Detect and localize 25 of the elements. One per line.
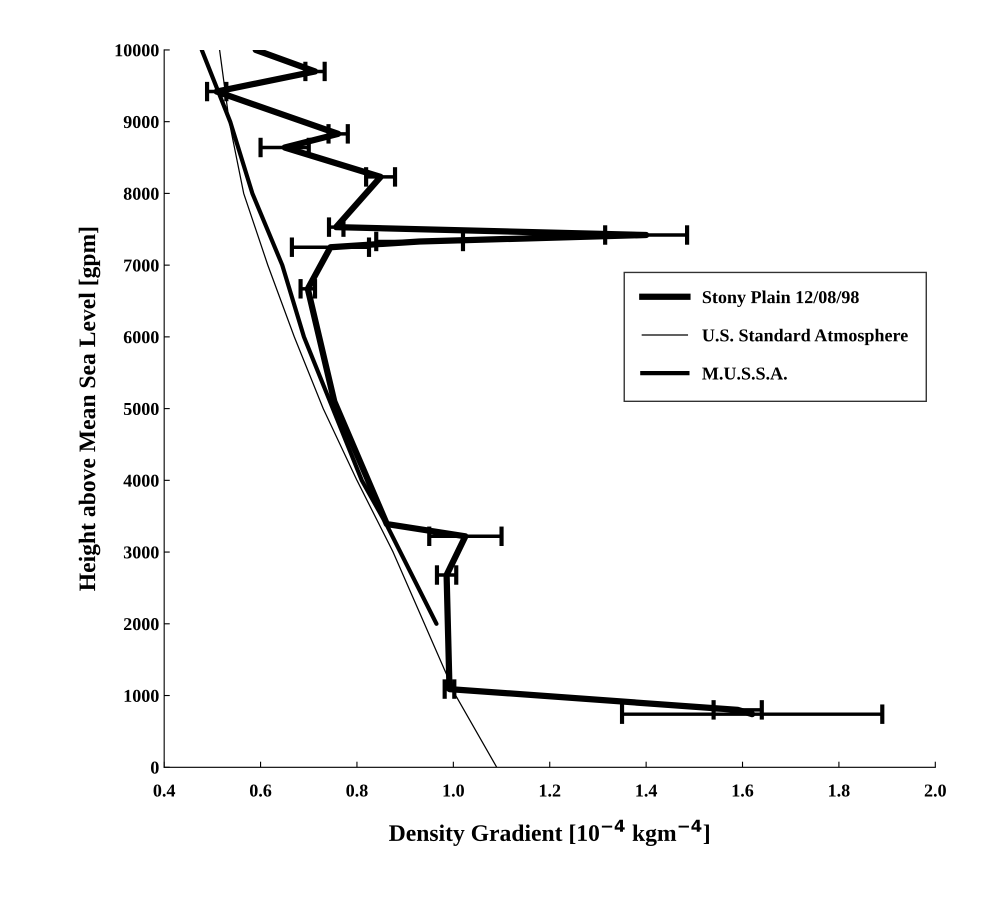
x-tick-label: 0.8	[346, 784, 368, 797]
y-tick-label: 4000	[123, 474, 159, 487]
x-tick-label: 0.6	[250, 784, 272, 797]
x-tick-label: 1.4	[636, 784, 658, 797]
y-tick-label: 9000	[124, 116, 159, 128]
legend-label: M.U.S.S.A.	[702, 367, 787, 380]
x-tick-label: 0.4	[154, 784, 176, 797]
x-tick-label: 1.6	[732, 784, 754, 797]
y-tick-label: 10000	[116, 44, 159, 56]
y-tick-label: 5000	[124, 402, 159, 416]
x-tick-label: 1.8	[829, 784, 850, 797]
legend-label: U.S. Standard Atmosphere	[702, 328, 908, 346]
x-axis-title: Density Gradient [10$^{−4}$ kgm$^{−4}$]	[389, 820, 709, 846]
x-tick-label: 2.0	[924, 784, 946, 797]
y-tick-label: 1000	[124, 690, 159, 702]
legend-label: Stony Plain 12/08/98	[702, 290, 859, 307]
y-tick-label: 7000	[124, 259, 159, 272]
y-tick-label: 0	[150, 762, 159, 774]
y-tick-label: 8000	[124, 188, 159, 200]
y-tick-label: 6000	[124, 331, 159, 344]
y-tick-label: 3000	[124, 546, 159, 559]
y-tick-label: 2000	[124, 618, 159, 630]
x-tick-label: 1.0	[444, 784, 464, 797]
x-tick-label: 1.2	[540, 784, 560, 797]
y-axis-title: Height above Mean Sea Level [gpm]	[78, 228, 100, 591]
